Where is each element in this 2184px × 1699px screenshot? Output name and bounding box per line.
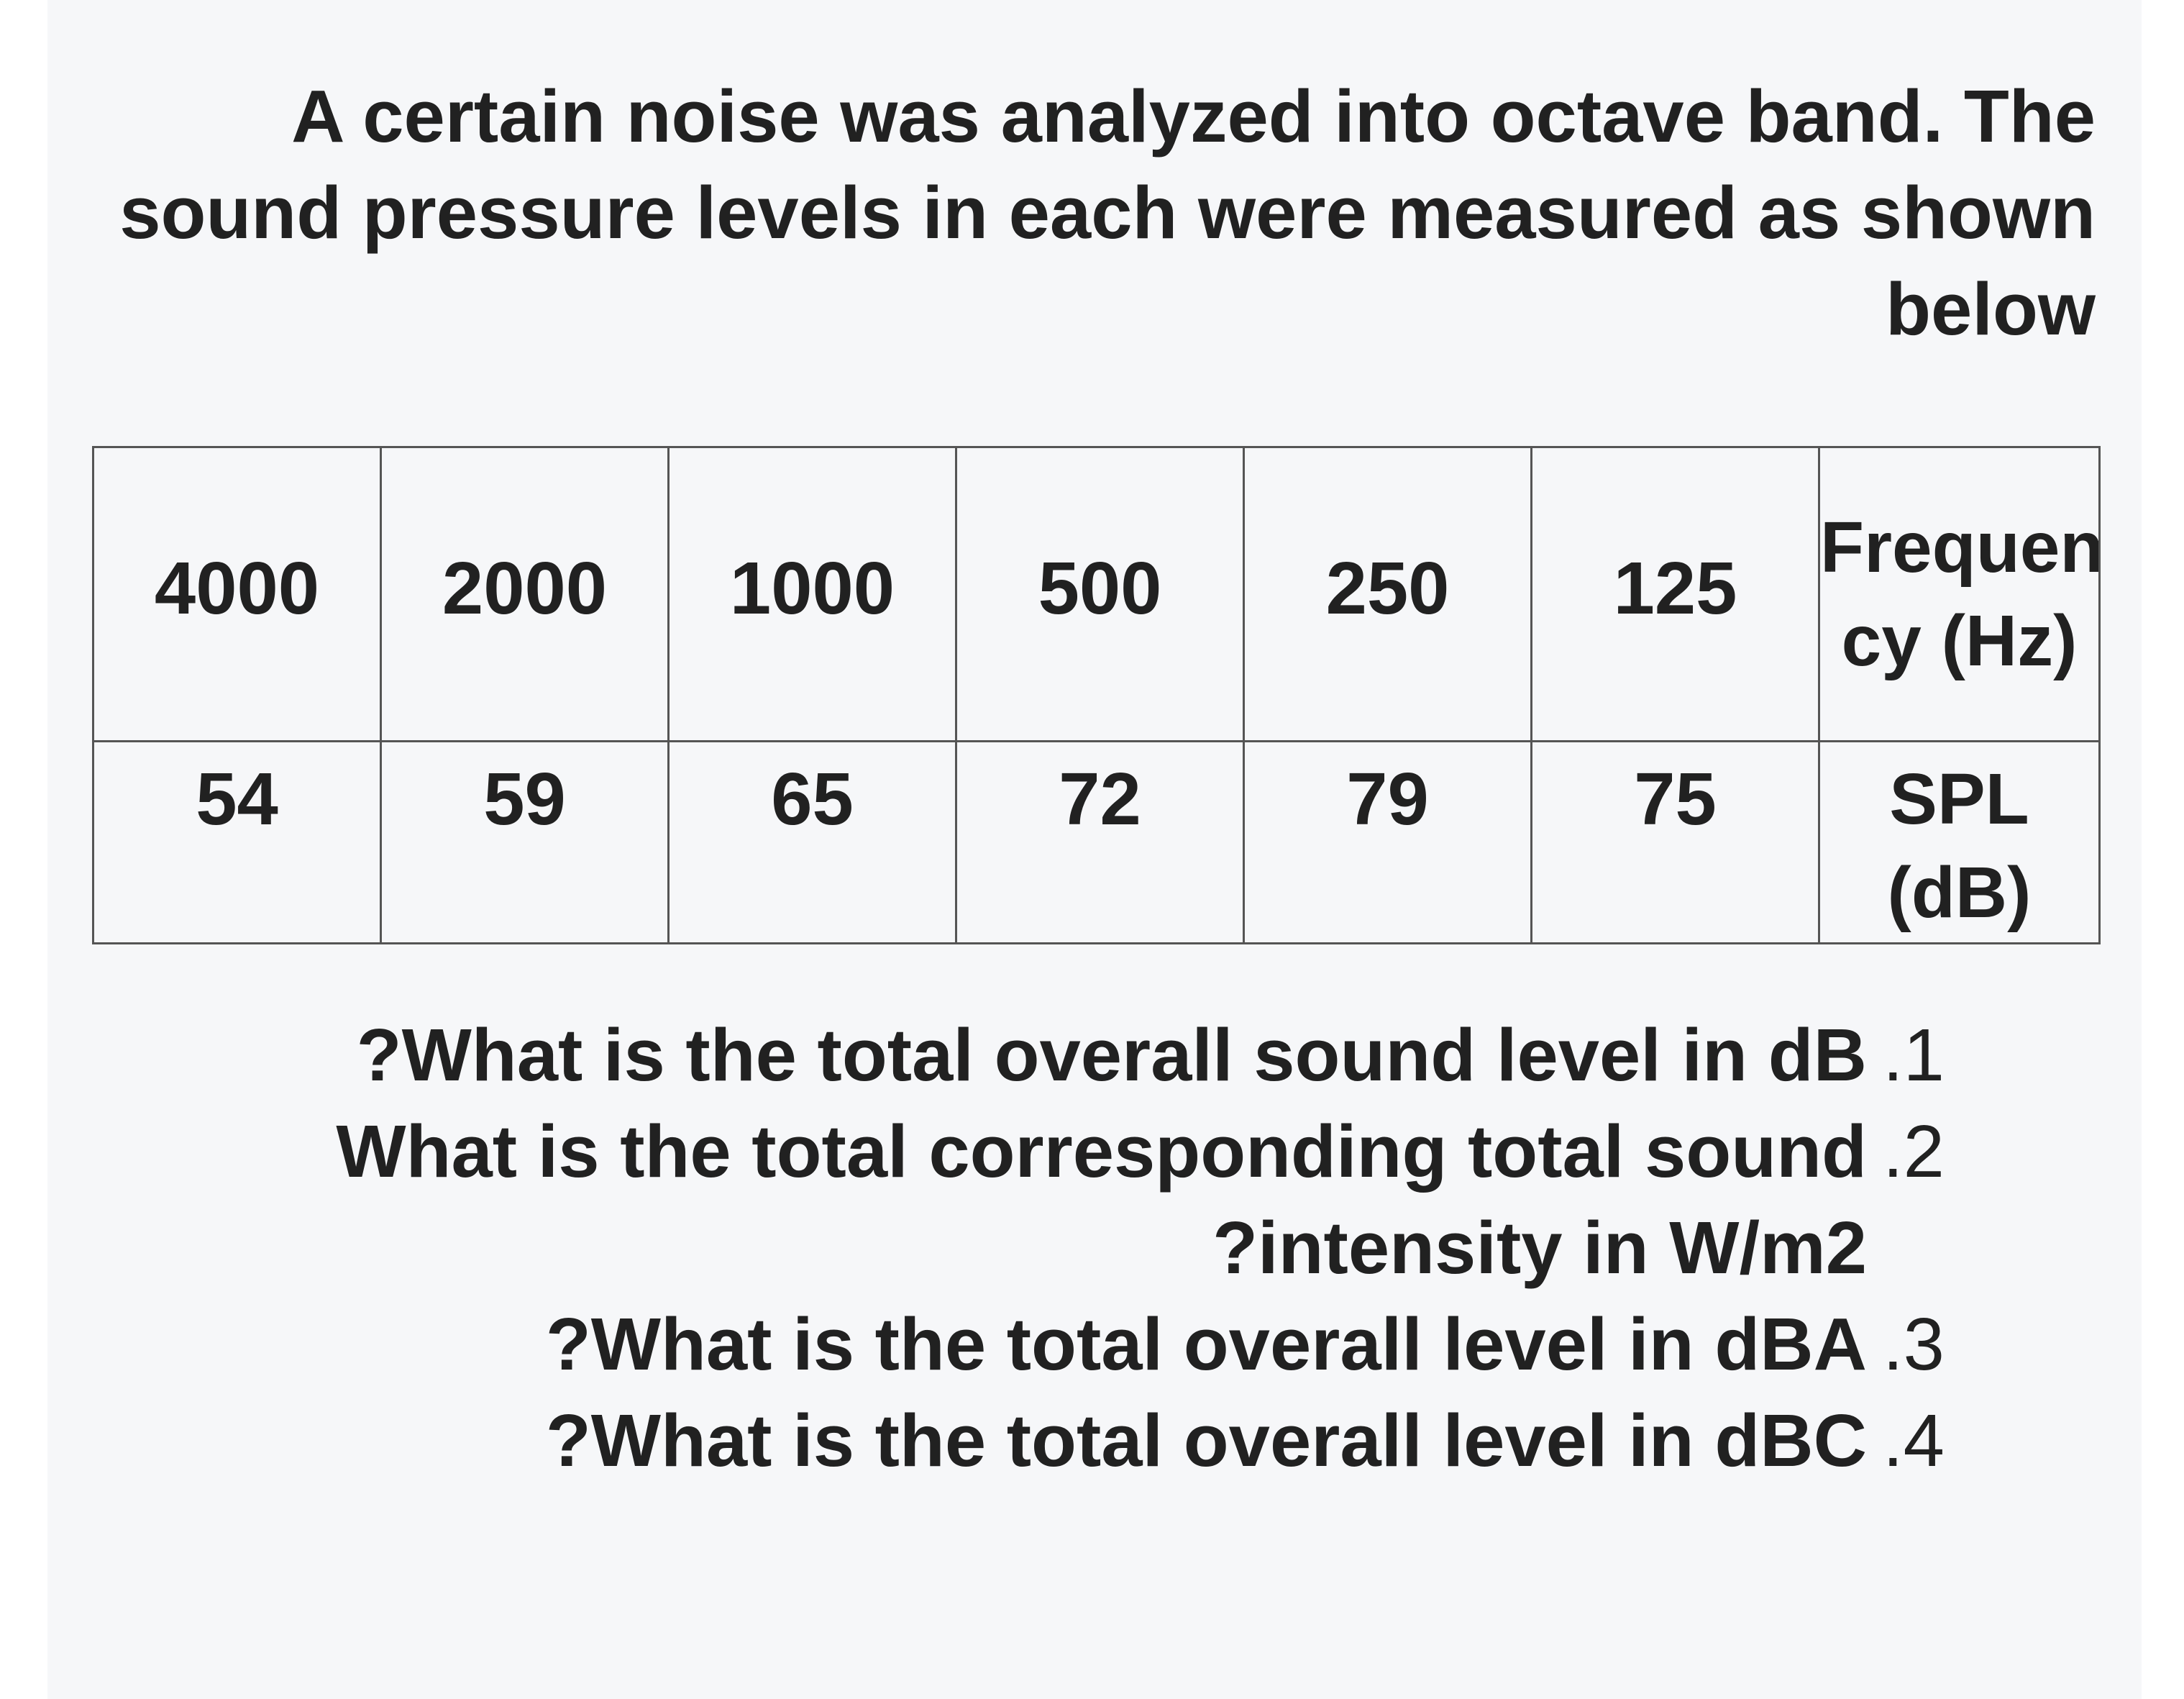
spl-cell: 65 bbox=[667, 740, 957, 944]
frequency-header: Frequen cy (Hz) bbox=[1818, 446, 2101, 742]
question-line: ?What is the total overall level in dBC bbox=[545, 1399, 1867, 1482]
spl-row: 54 59 65 72 79 75 SPL (dB) bbox=[92, 740, 2101, 944]
question-text: ?What is the total overall level in dBA bbox=[546, 1296, 1867, 1393]
question-item: ?What is the total overall level in dBC … bbox=[288, 1393, 1956, 1489]
problem-statement: A certain noise was analyzed into octave… bbox=[93, 68, 2096, 357]
spl-cell: 75 bbox=[1530, 740, 1820, 944]
frequency-row: 4000 2000 1000 500 250 125 Frequen cy (H… bbox=[92, 446, 2101, 742]
question-text: ?What is the total overall sound level i… bbox=[357, 1007, 1867, 1103]
question-number: .4 bbox=[1883, 1399, 1945, 1482]
frequency-header-line: cy (Hz) bbox=[1841, 601, 2078, 681]
question-line: ?intensity in W/m2 bbox=[1212, 1206, 1867, 1289]
frequency-cell: 250 bbox=[1243, 446, 1532, 742]
question-item: What is the total corresponding total so… bbox=[288, 1103, 1956, 1296]
question-item: ?What is the total overall sound level i… bbox=[288, 1007, 1956, 1103]
question-number: .1 bbox=[1883, 1014, 1945, 1096]
spl-header: SPL (dB) bbox=[1818, 740, 2101, 944]
question-number: .2 bbox=[1883, 1110, 1945, 1193]
frequency-cell: 1000 bbox=[667, 446, 957, 742]
question-item: ?What is the total overall level in dBA … bbox=[288, 1296, 1956, 1393]
question-list: ?What is the total overall sound level i… bbox=[288, 1007, 1956, 1489]
problem-statement-line: below bbox=[1886, 268, 2096, 350]
question-line: ?What is the total overall level in dBA bbox=[545, 1303, 1867, 1385]
question-number: .3 bbox=[1883, 1303, 1945, 1385]
problem-statement-line: sound pressure levels in each were measu… bbox=[119, 171, 2096, 254]
question-line: ?What is the total overall sound level i… bbox=[356, 1014, 1867, 1096]
frequency-cell: 2000 bbox=[380, 446, 670, 742]
spl-cell: 59 bbox=[380, 740, 670, 944]
frequency-cell: 125 bbox=[1530, 446, 1820, 742]
spl-cell: 72 bbox=[955, 740, 1245, 944]
question-line: What is the total corresponding total so… bbox=[336, 1110, 1867, 1193]
frequency-cell: 4000 bbox=[92, 446, 382, 742]
spl-cell: 54 bbox=[92, 740, 382, 944]
spl-cell: 79 bbox=[1243, 740, 1532, 944]
question-text: What is the total corresponding total so… bbox=[336, 1103, 1867, 1296]
frequency-cell: 500 bbox=[955, 446, 1245, 742]
problem-statement-line: A certain noise was analyzed into octave… bbox=[291, 75, 2096, 158]
question-text: ?What is the total overall level in dBC bbox=[546, 1393, 1867, 1489]
octave-band-table: 4000 2000 1000 500 250 125 Frequen cy (H… bbox=[92, 446, 2101, 944]
frequency-header-line: Frequen bbox=[1820, 507, 2100, 588]
